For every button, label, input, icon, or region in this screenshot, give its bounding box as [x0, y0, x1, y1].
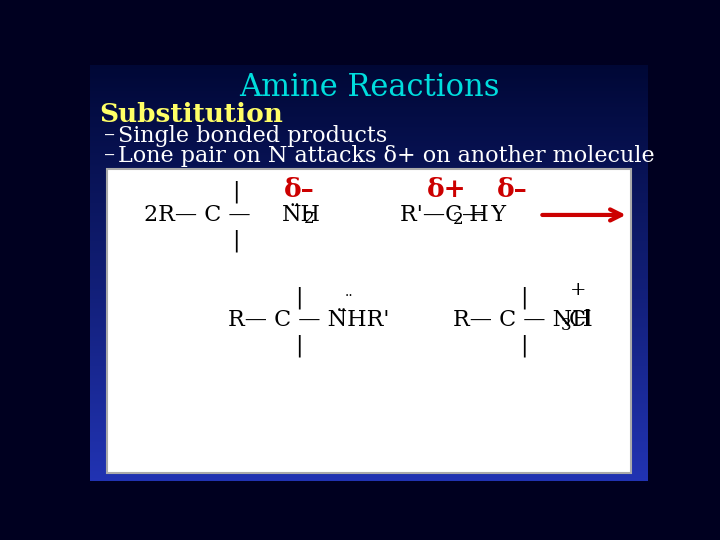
Text: δ–: δ–: [497, 177, 528, 202]
Text: R— C — N̈HR': R— C — N̈HR': [228, 309, 390, 332]
Text: 2: 2: [304, 210, 315, 227]
Text: 2R— C —: 2R— C —: [144, 204, 251, 226]
Text: Lone pair on N attacks δ+ on another molecule: Lone pair on N attacks δ+ on another mol…: [118, 145, 654, 167]
Text: |: |: [232, 180, 240, 203]
FancyBboxPatch shape: [107, 168, 631, 473]
Text: R'—C H: R'—C H: [400, 204, 489, 226]
Text: |: |: [232, 229, 240, 252]
Text: Amine Reactions: Amine Reactions: [239, 72, 499, 103]
Text: –: –: [104, 145, 115, 167]
Text: — Y: — Y: [462, 204, 506, 226]
Text: N̈H: N̈H: [282, 204, 321, 226]
Text: Cl: Cl: [569, 309, 593, 332]
Text: R— C — NH: R— C — NH: [453, 309, 591, 332]
Text: δ–: δ–: [284, 177, 315, 202]
Text: |: |: [295, 335, 303, 357]
Text: |: |: [295, 286, 303, 308]
Text: |: |: [521, 286, 528, 308]
Text: 3: 3: [561, 316, 572, 334]
Text: δ+: δ+: [427, 177, 467, 202]
Text: Single bonded products: Single bonded products: [118, 125, 387, 147]
Text: Substitution: Substitution: [99, 103, 283, 127]
Text: ··: ··: [346, 289, 354, 303]
Text: –: –: [104, 125, 115, 147]
Text: 2: 2: [453, 211, 464, 228]
Text: |: |: [521, 335, 528, 357]
Text: +: +: [570, 281, 587, 299]
